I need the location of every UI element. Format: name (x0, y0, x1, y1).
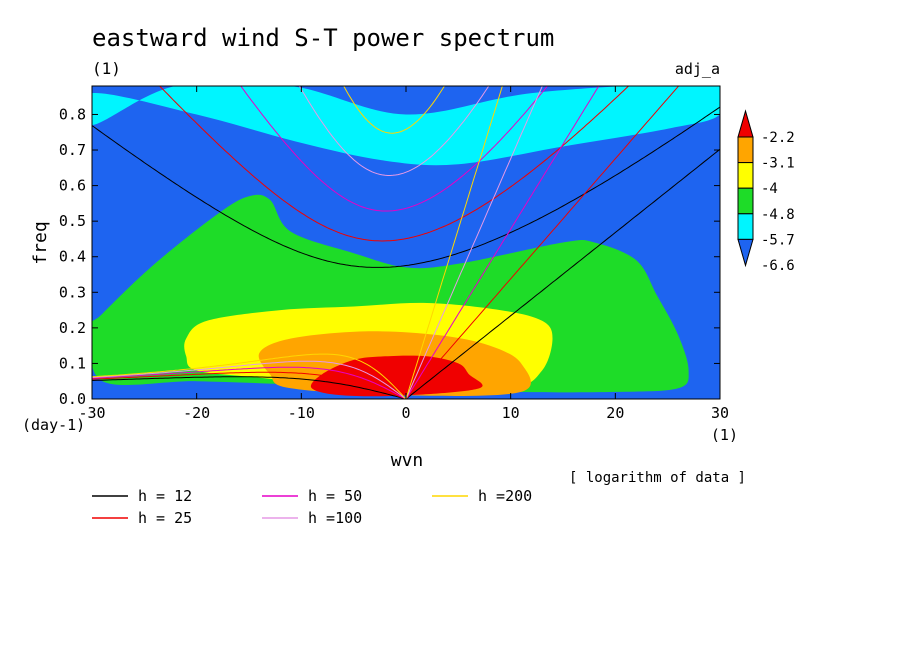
y-tick-label-3: 0.3 (59, 283, 86, 301)
colorbar-segment-2 (737, 162, 754, 189)
rossby-curve-1 (92, 376, 407, 399)
legend-label-2: h = 25 (138, 509, 192, 527)
legend-label-4: h =100 (308, 509, 362, 527)
y-tick-label-2: 0.2 (59, 319, 86, 337)
plot-area (91, 85, 721, 400)
x-tick-label-0: -30 (78, 404, 105, 422)
kelvin-curve-3 (405, 86, 600, 399)
x-tick-label-6: 30 (711, 404, 729, 422)
inertia-gravity-curve-1 (92, 106, 720, 268)
x-tick-label-5: 20 (606, 404, 624, 422)
colorbar-label-3: -4.8 (761, 207, 795, 223)
data-note: [ logarithm of data ] (569, 470, 746, 486)
rossby-curve-4 (92, 360, 407, 399)
inertia-gravity-curve-2 (158, 86, 630, 242)
chart-title: eastward wind S-T power spectrum (92, 24, 554, 52)
colorbar-label-0: -2.2 (761, 130, 795, 146)
x-tick-label-4: 10 (502, 404, 520, 422)
x-tick-label-2: -10 (288, 404, 315, 422)
colorbar: -2.2 -3.1 -4 -4.8 -5.7 -6.6 (737, 109, 795, 274)
colorbar-top-arrow (737, 109, 754, 138)
y-tick-label-6: 0.6 (59, 177, 86, 195)
y-tick-label-5: 0.5 (59, 212, 86, 230)
kelvin-curve-2 (405, 86, 680, 399)
colorbar-label-1: -3.1 (761, 156, 795, 172)
y-tick-label-8: 0.8 (59, 105, 86, 123)
x-axis-ticks: -30 -20 -10 0 10 20 30 (78, 86, 729, 422)
colorbar-bottom-arrow (737, 238, 754, 268)
x-tick-label-3: 0 (401, 404, 410, 422)
kelvin-curve-4 (405, 86, 543, 399)
inertia-gravity-curve-5 (343, 86, 446, 134)
x-tick-label-1: -20 (183, 404, 210, 422)
legend-label-3: h = 50 (308, 487, 362, 505)
y-tick-label-1: 0.1 (59, 354, 86, 372)
y-tick-label-7: 0.7 (59, 141, 86, 159)
kelvin-curve-5 (405, 86, 503, 399)
colorbar-label-4: -5.7 (761, 232, 795, 248)
x-axis-label: wvn (391, 450, 424, 471)
colorbar-label-5: -6.6 (761, 258, 795, 274)
rossby-curve-3 (92, 366, 407, 399)
colorbar-segment-3 (737, 187, 754, 215)
y-unit-label: (day-1) (22, 416, 85, 434)
legend-label-1: h = 12 (138, 487, 192, 505)
inertia-gravity-curve-3 (240, 86, 549, 212)
rossby-curve-2 (92, 371, 407, 399)
y-axis-ticks: 0.0 0.1 0.2 0.3 0.4 0.5 0.6 0.7 0.8 (59, 105, 720, 408)
rossby-curve-5 (92, 353, 407, 399)
kelvin-curve-1 (405, 148, 720, 399)
colorbar-label-2: -4 (761, 181, 778, 197)
colorbar-segment-1 (737, 136, 754, 164)
colorbar-segment-4 (737, 213, 754, 240)
legend-label-5: h =200 (478, 487, 532, 505)
run-label: adj_a (675, 60, 720, 78)
inertia-gravity-curve-4 (298, 86, 490, 176)
dispersion-curves (92, 86, 720, 399)
chart-subtitle: (1) (92, 59, 121, 78)
legend: h = 12 h = 25 h = 50 h =100 h =200 (92, 487, 532, 527)
y-tick-label-0: 0.0 (59, 390, 86, 408)
y-axis-label: freq (30, 221, 51, 264)
y-tick-label-4: 0.4 (59, 248, 86, 266)
x-unit-label: (1) (711, 426, 738, 444)
